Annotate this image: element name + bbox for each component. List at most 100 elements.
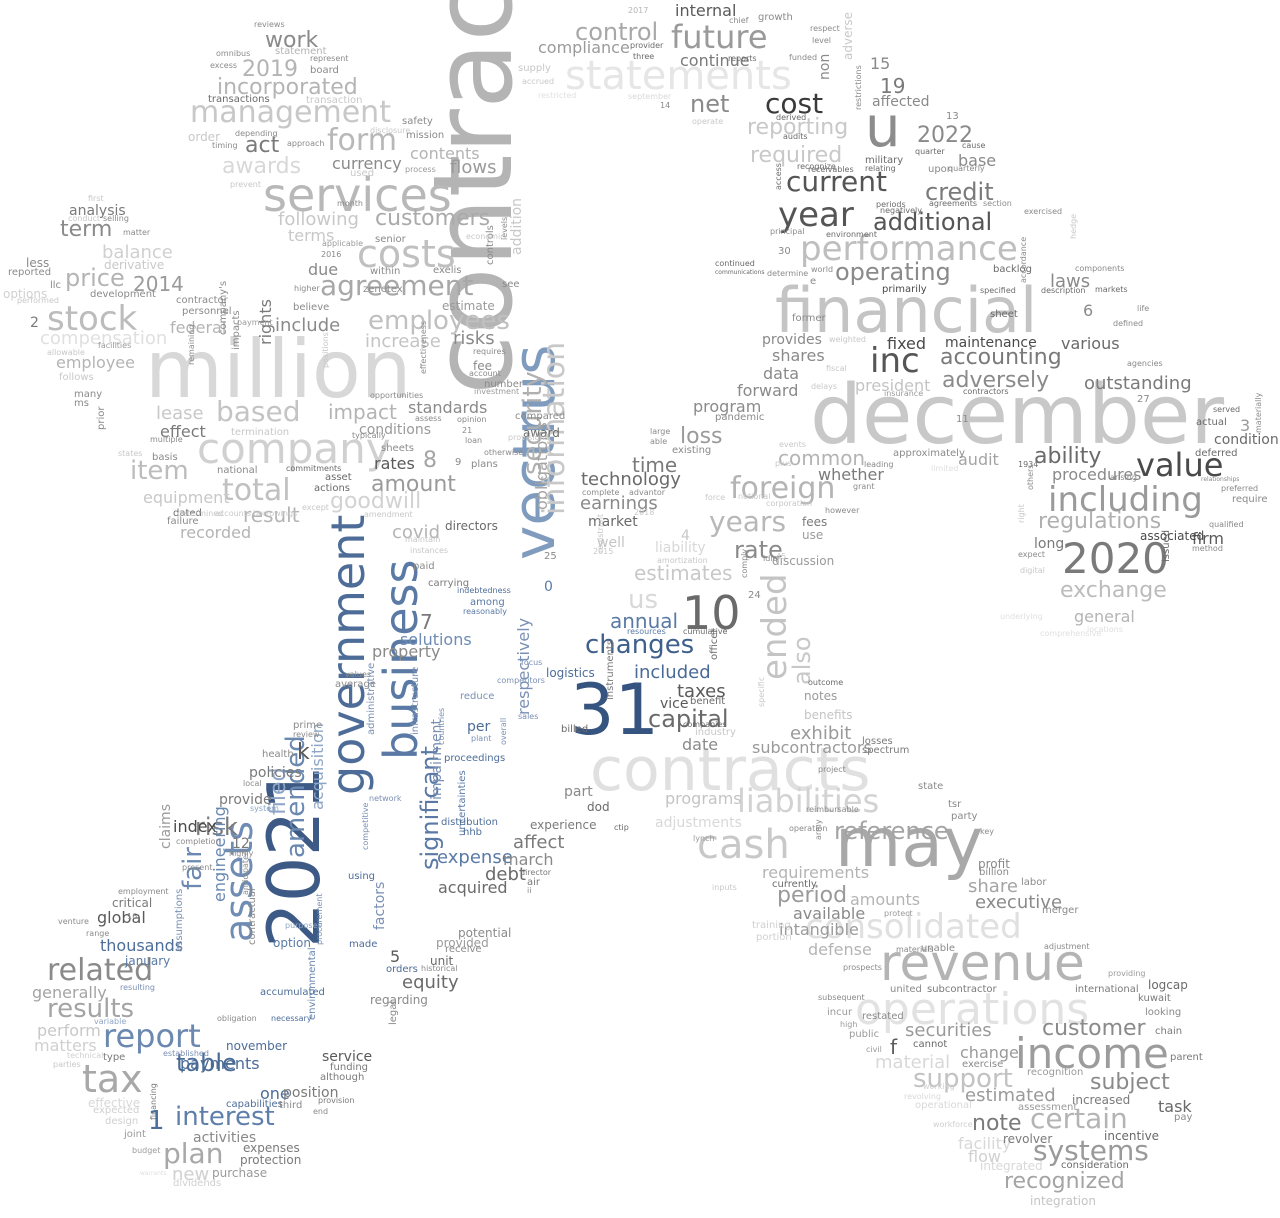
word-form: form: [327, 123, 397, 158]
word-customers: customers: [375, 206, 491, 231]
word-idiq: idiq: [763, 554, 778, 563]
word-operational: operational: [915, 1100, 972, 1111]
word-agreements: agreements: [929, 199, 978, 208]
word-many: many: [74, 389, 103, 400]
word-economic: economic: [466, 232, 505, 241]
word-loan: loan: [465, 436, 483, 445]
word-pay: pay: [1174, 1112, 1193, 1123]
word-arising: arising: [1110, 473, 1137, 482]
word-contractual: contractual: [247, 888, 258, 945]
word-corporation: corporation: [766, 499, 813, 508]
word-multiple: multiple: [150, 435, 183, 444]
word-amount: amount: [371, 472, 456, 497]
word-materials: materials: [896, 945, 934, 954]
word-venture: venture: [58, 917, 89, 926]
word-lynch: lynch: [693, 834, 715, 843]
word-backlog: backlog: [993, 264, 1033, 275]
word-regarding: regarding: [370, 993, 428, 1007]
word-data: data: [763, 364, 800, 383]
word-obligation: obligation: [217, 1014, 257, 1023]
word-spectrum: spectrum: [862, 745, 910, 756]
word-system: system: [250, 804, 279, 813]
word-air: air: [527, 877, 541, 888]
word-components: components: [1075, 264, 1125, 273]
word-contractor: contractor: [176, 295, 228, 306]
word-earnings: earnings: [580, 493, 658, 514]
word-capital: capital: [648, 705, 729, 733]
word-2: 2: [30, 315, 39, 331]
word-transactions: transactions: [208, 94, 270, 105]
word-using: using: [348, 871, 376, 882]
word-negatively: negatively: [880, 206, 922, 215]
word-established: established: [163, 1049, 209, 1058]
word-reference: reference: [834, 817, 949, 845]
word-program: program: [693, 397, 762, 416]
word-operate: operate: [692, 117, 724, 126]
word-health: health: [262, 749, 294, 760]
word-highly: highly: [229, 849, 254, 858]
word-workforce: workforce: [933, 1120, 973, 1129]
word-employees: employees: [368, 306, 510, 336]
word-recognize: recognize: [797, 162, 836, 171]
word-specified: specified: [980, 286, 1016, 295]
word-subcontractors: subcontractors: [752, 738, 872, 757]
word-focus: focus: [521, 658, 543, 667]
word-15: 15: [870, 54, 891, 73]
word-factors: factors: [372, 881, 388, 930]
word-zenetex: zenetex: [363, 284, 403, 295]
word-merger: merger: [1042, 905, 1079, 916]
word-12: 12: [232, 836, 250, 852]
word-senior: senior: [375, 234, 406, 245]
word-1: 1: [148, 1106, 165, 1136]
word-warrants: warrants: [140, 1170, 167, 1177]
word-term: term: [60, 217, 113, 242]
word-chief: chief: [729, 16, 749, 25]
word-payments: payments: [180, 1054, 260, 1073]
word-recorded: recorded: [180, 523, 252, 542]
word-fiscal: fiscal: [826, 364, 847, 373]
word-assumptions: assumptions: [174, 888, 185, 952]
word-specific: specific: [757, 676, 766, 707]
word-limited: limited: [931, 464, 959, 473]
word-respect: respect: [810, 24, 840, 33]
word-45: 45: [776, 552, 787, 561]
word-derivative: derivative: [104, 258, 165, 272]
word-budget: budget: [132, 1146, 161, 1155]
word-increased: increased: [1072, 1093, 1131, 1107]
word-necessary: necessary: [271, 1014, 312, 1023]
word-see: see: [502, 279, 520, 290]
word-solutions: solutions: [400, 630, 472, 649]
word-company: company: [197, 424, 391, 473]
word-logistics: logistics: [546, 666, 595, 680]
word-agencies: agencies: [1127, 359, 1163, 368]
word-matters: matters: [34, 1036, 97, 1055]
word-first: first: [88, 194, 104, 203]
word-critical: critical: [112, 896, 153, 910]
word-financial: financial: [775, 274, 1038, 347]
word-balance: balance: [102, 242, 173, 263]
word-range: range: [86, 929, 110, 938]
word-operation: operation: [789, 824, 828, 833]
word-process: process: [405, 165, 436, 174]
word-item: item: [130, 456, 189, 486]
word-allowable: allowable: [47, 348, 85, 357]
word-net: net: [690, 90, 730, 118]
word-associated: associated: [1140, 529, 1205, 543]
word-prior: prior: [96, 406, 107, 430]
word-administrative: administrative: [366, 662, 377, 735]
word-transaction: transaction: [306, 95, 363, 106]
word-joint: joint: [124, 1129, 146, 1140]
word-typically: typically: [352, 431, 386, 440]
word-state: state: [918, 781, 944, 792]
word-omnibus: omnibus: [216, 49, 251, 58]
word-design: design: [105, 1116, 139, 1127]
word-general: general: [1074, 607, 1135, 626]
word-require: require: [1232, 494, 1268, 505]
word-grant: grant: [853, 482, 875, 491]
word-systems: systems: [1033, 1134, 1149, 1167]
word-award: award: [523, 426, 560, 440]
word-affected: affected: [872, 94, 930, 110]
word-september: september: [628, 92, 672, 101]
word-materially: materially: [1254, 392, 1263, 433]
word-account: account: [469, 369, 501, 378]
